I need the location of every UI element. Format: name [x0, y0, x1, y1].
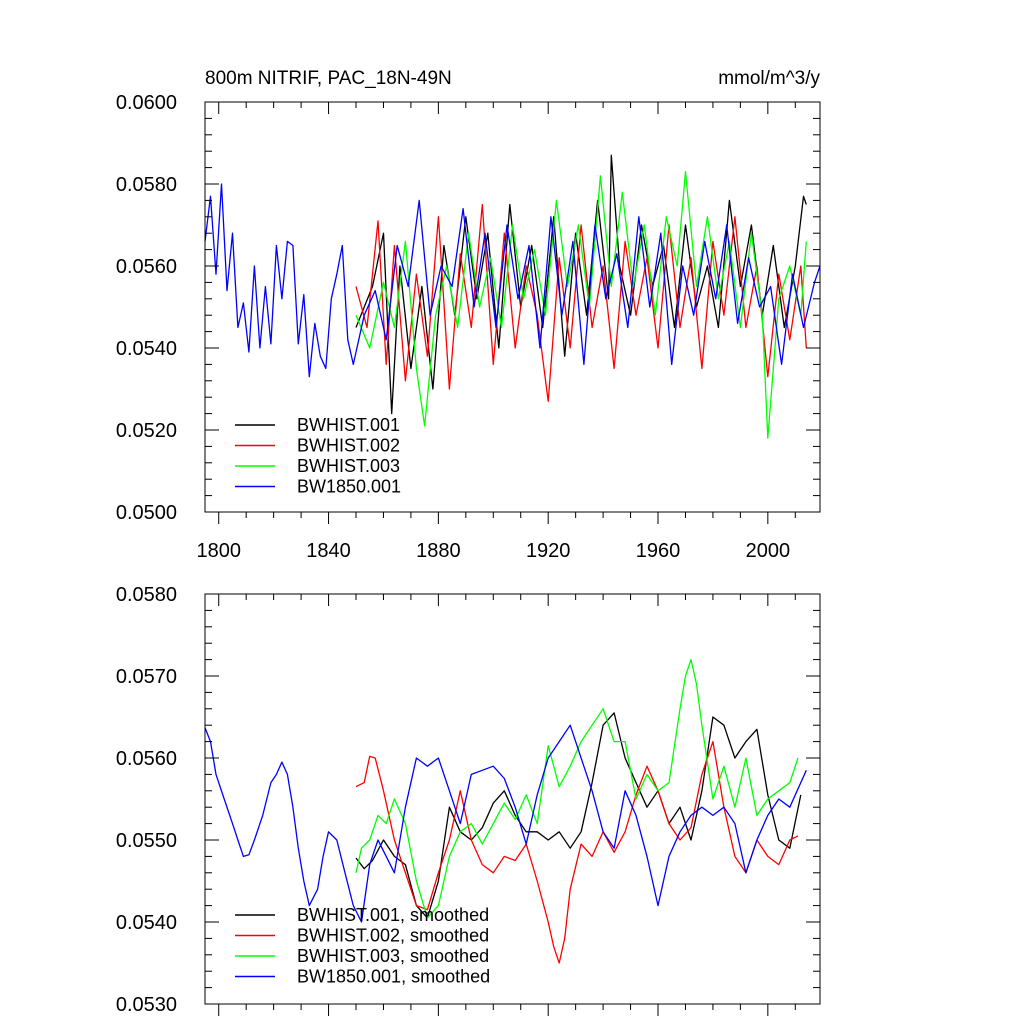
top-legend-label-3: BWHIST.003 [297, 456, 400, 476]
top-series-lines [204, 154, 821, 439]
bottom-series-line-1 [355, 712, 802, 919]
top-plot-frame [204, 101, 821, 513]
bottom-legend-label-1: BWHIST.001, smoothed [297, 905, 489, 925]
bottom-y-tick-label: 0.0560 [116, 748, 177, 770]
bottom-series-line-2 [355, 740, 799, 964]
top-x-tick-label: 2000 [746, 540, 791, 562]
bottom-series-line-4 [204, 724, 807, 923]
top-x-tick-label: 1880 [416, 540, 461, 562]
top-x-tick-label: 1800 [196, 540, 241, 562]
top-y-tick-label: 0.0520 [116, 420, 177, 442]
top-series-line-2 [355, 203, 807, 402]
top-legend-label-2: BWHIST.002 [297, 436, 400, 456]
top-series-line-4 [204, 183, 821, 378]
bottom-legend-label-4: BW1850.001, smoothed [297, 967, 490, 987]
top-y-tick-label: 0.0560 [116, 256, 177, 278]
top-y-tick-label: 0.0600 [116, 92, 177, 114]
bottom-y-tick-label: 0.0570 [116, 666, 177, 688]
top-series-line-3 [355, 171, 807, 439]
top-y-tick-label: 0.0500 [116, 502, 177, 524]
top-y-tick-label: 0.0540 [116, 338, 177, 360]
top-x-tick-label: 1840 [306, 540, 351, 562]
bottom-plot-frame [204, 593, 821, 1005]
top-axes: 0.0500 0.0520 0.0540 0.0560 0.0580 0.0600 1800… [116, 92, 820, 562]
bottom-panel: 0.0530 0.0540 0.0550 0.0560 0.0570 0.0580 BWH… [116, 584, 821, 1016]
bottom-y-tick-label: 0.0540 [116, 912, 177, 934]
top-series-line-1 [355, 154, 807, 415]
bottom-y-tick-label: 0.0530 [116, 994, 177, 1016]
bottom-legend-label-3: BWHIST.003, smoothed [297, 946, 489, 966]
bottom-y-tick-label: 0.0580 [116, 584, 177, 606]
bottom-axes: 0.0530 0.0540 0.0550 0.0560 0.0570 0.0580 [116, 584, 820, 1016]
top-x-tick-label: 1960 [636, 540, 681, 562]
bottom-series-line-3 [355, 658, 799, 919]
bottom-legend-label-2: BWHIST.002, smoothed [297, 926, 489, 946]
top-panel: 800m NITRIF, PAC_18N-49N mmol/m^3/y 0.05… [116, 68, 821, 562]
bottom-series-lines [204, 658, 807, 964]
top-legend-label-4: BW1850.001 [297, 477, 401, 497]
bottom-y-tick-label: 0.0550 [116, 830, 177, 852]
top-legend-label-1: BWHIST.001 [297, 415, 400, 435]
top-x-tick-label: 1920 [526, 540, 571, 562]
top-y-tick-label: 0.0580 [116, 174, 177, 196]
top-units: mmol/m^3/y [718, 68, 820, 89]
top-title: 800m NITRIF, PAC_18N-49N [205, 68, 452, 89]
